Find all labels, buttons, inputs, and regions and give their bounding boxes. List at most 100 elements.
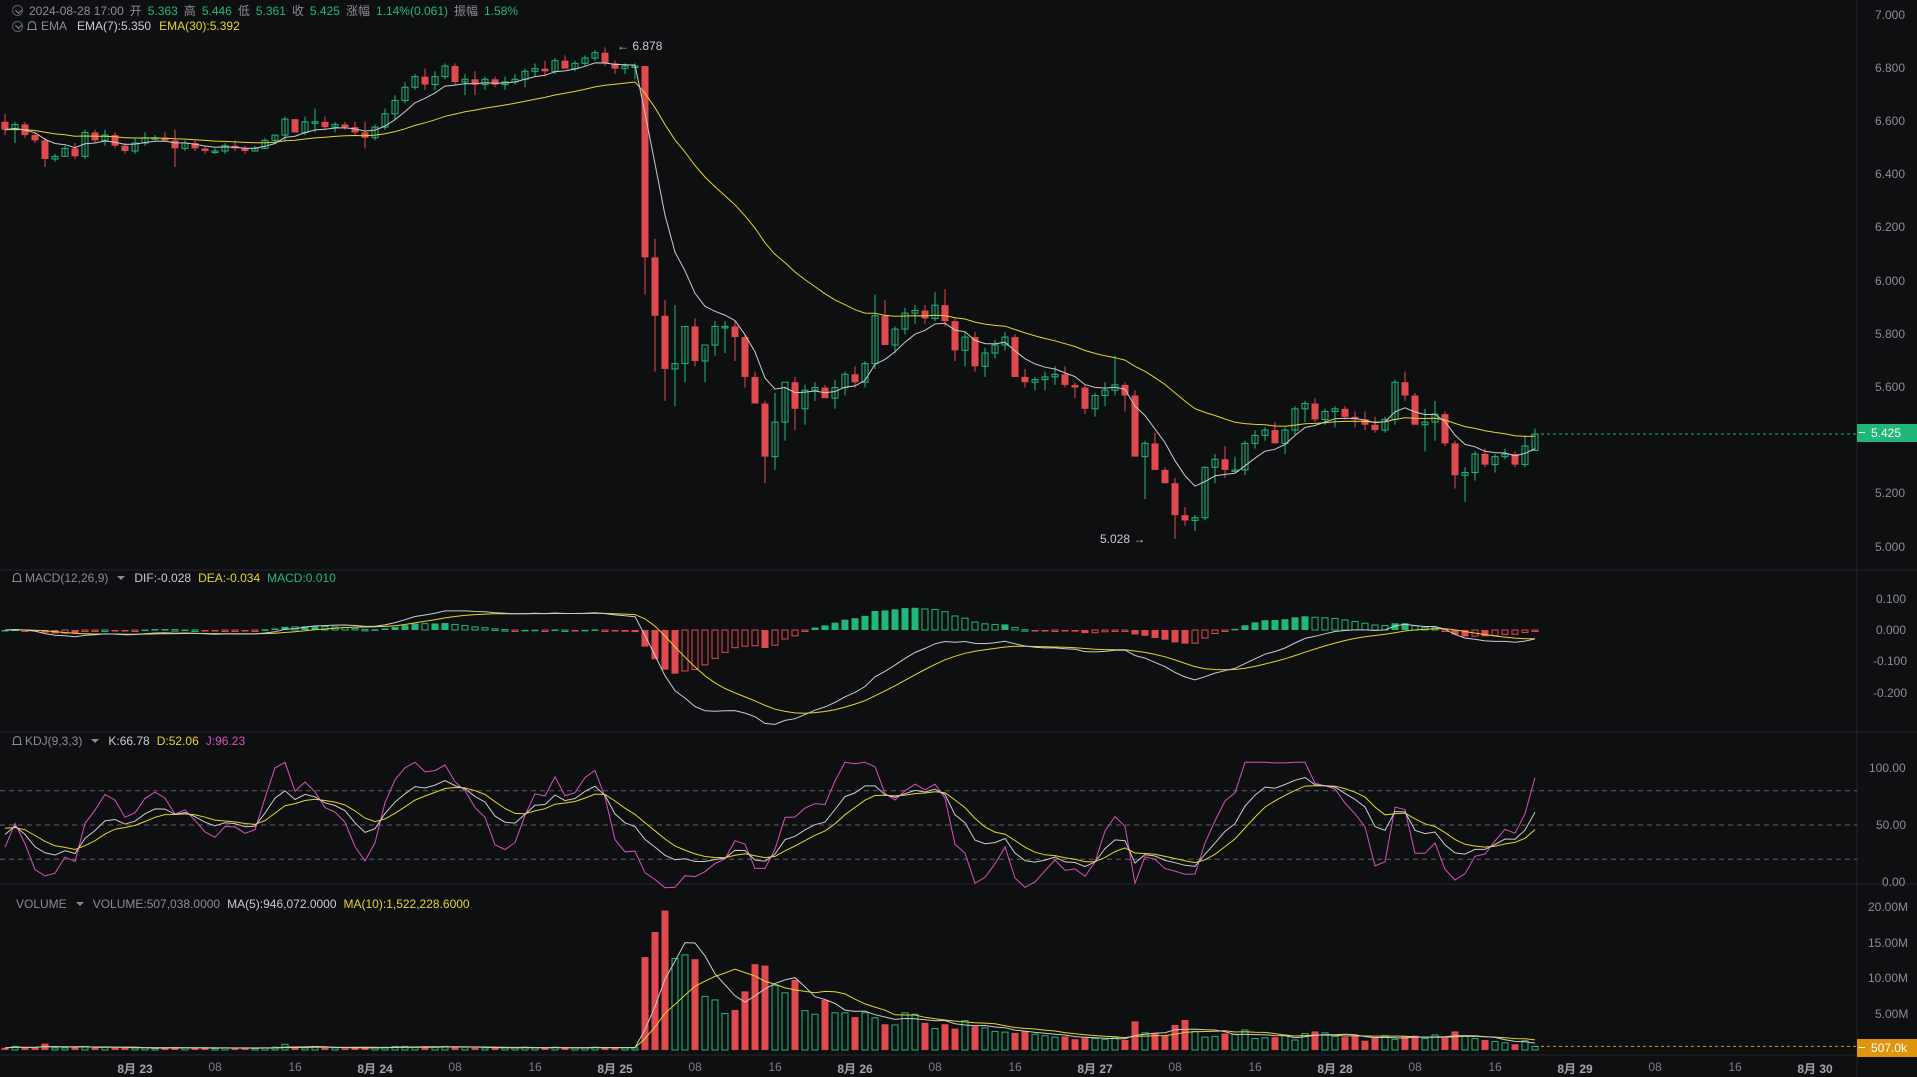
- time-label: 08: [688, 1060, 702, 1074]
- macd-bar: [651, 630, 659, 660]
- candle-body-up: [991, 344, 999, 354]
- macd-indicator-name[interactable]: MACD(12,26,9): [25, 571, 109, 585]
- volume-bar: [1411, 1035, 1419, 1050]
- macd-bar: [1251, 622, 1259, 630]
- volume-bar: [771, 985, 779, 1051]
- volume-bar: [971, 1026, 979, 1050]
- volume-bar: [611, 1047, 619, 1050]
- macd-bar: [1101, 629, 1109, 633]
- volume-bar: [91, 1047, 99, 1050]
- candle-body-up: [1251, 434, 1259, 444]
- macd-bar: [441, 623, 449, 630]
- candle-body-up: [771, 421, 779, 458]
- volume-ma10-line: [4, 968, 1536, 1049]
- candle-body-up: [1141, 442, 1149, 458]
- volume-bar: [881, 1024, 889, 1050]
- volume-bar: [1211, 1035, 1219, 1051]
- ema-indicator-name[interactable]: EMA: [41, 19, 68, 33]
- candle-body-down: [1171, 483, 1179, 516]
- volume-bar: [1291, 1039, 1299, 1051]
- volume-bar: [331, 1047, 339, 1051]
- bell-icon[interactable]: [12, 736, 22, 746]
- macd-bar: [1241, 625, 1249, 630]
- candle-body-up: [721, 325, 729, 329]
- macd-bar: [1321, 617, 1329, 631]
- macd-bar: [1061, 630, 1069, 632]
- volume-bar: [1501, 1042, 1509, 1051]
- kdj-indicator-name[interactable]: KDJ(9,3,3): [25, 734, 83, 748]
- bell-icon[interactable]: [12, 573, 22, 583]
- macd-bar: [1201, 629, 1209, 639]
- macd-bar: [671, 630, 679, 674]
- macd-bar: [1401, 623, 1409, 630]
- candle-body-down: [921, 310, 929, 319]
- chevron-down-icon[interactable]: [117, 576, 126, 580]
- macd-bar: [781, 629, 789, 640]
- candle-body-up: [1501, 453, 1509, 458]
- high-value: 5.446: [201, 3, 232, 18]
- collapse-toggle-icon[interactable]: [12, 5, 23, 16]
- chevron-down-icon[interactable]: [75, 902, 84, 906]
- macd-bar: [151, 629, 159, 631]
- volume-bar: [361, 1047, 369, 1050]
- macd-bar: [1341, 619, 1349, 631]
- time-label: 8月 25: [597, 1062, 633, 1076]
- volume-bar: [1101, 1038, 1109, 1051]
- chevron-down-icon[interactable]: [91, 739, 100, 743]
- candle-body-up: [891, 328, 899, 346]
- candle-body-up: [681, 325, 689, 365]
- kdj-legend: KDJ(9,3,3) K:66.78 D:52.06 J:96.23: [12, 734, 245, 748]
- volume-bar: [401, 1045, 409, 1051]
- volume-bar: [151, 1048, 159, 1051]
- volume-bar: [111, 1047, 119, 1050]
- candle-body-up: [1241, 442, 1249, 471]
- collapse-toggle-icon[interactable]: [12, 20, 23, 32]
- candle-body-up: [861, 363, 869, 383]
- macd-bar: [1181, 630, 1189, 644]
- macd-bar: [991, 623, 999, 631]
- ema30-line: [4, 81, 1536, 437]
- macd-bar: [751, 629, 759, 647]
- macd-bar: [811, 627, 819, 630]
- volume-bar: [921, 1022, 929, 1050]
- ema-legend: EMA EMA(7):5.350 EMA(30):5.392: [12, 19, 240, 33]
- volume-bar: [891, 1024, 899, 1051]
- volume-bar: [121, 1047, 129, 1050]
- macd-bar: [1001, 624, 1009, 630]
- volume-bar: [1531, 1045, 1539, 1051]
- volume-bar: [1361, 1040, 1369, 1050]
- volume-tick: 15.00M: [1868, 936, 1909, 950]
- candle-body-up: [1261, 429, 1269, 436]
- volume-bar: [1191, 1030, 1199, 1051]
- volume-indicator-name[interactable]: VOLUME: [16, 897, 67, 911]
- macd-bar: [1081, 630, 1089, 634]
- volume-bar: [1171, 1024, 1179, 1050]
- bell-icon[interactable]: [27, 21, 37, 31]
- candle-body-down: [201, 148, 209, 152]
- macd-bar: [501, 629, 509, 632]
- volume-bar: [321, 1047, 329, 1050]
- candle-body-down: [1081, 387, 1089, 409]
- macd-bar: [791, 629, 799, 637]
- candle-body-down: [1451, 443, 1459, 476]
- macd-bar: [611, 630, 619, 632]
- candle-body-down: [1071, 384, 1079, 388]
- candle-body-up: [431, 76, 439, 86]
- d-value: D:52.06: [156, 734, 199, 748]
- volume-bar: [1261, 1037, 1269, 1051]
- volume-tick: 5.00M: [1875, 1007, 1909, 1021]
- volume-bar: [61, 1047, 69, 1051]
- volume-bar: [1241, 1029, 1249, 1051]
- price-tick: 5.800: [1875, 327, 1906, 341]
- macd-bar: [961, 617, 969, 631]
- macd-bar: [121, 630, 129, 632]
- macd-bar: [891, 609, 899, 630]
- candle-body-down: [741, 337, 749, 377]
- macd-bar: [281, 626, 289, 630]
- macd-bar: [201, 630, 209, 632]
- volume-value: VOLUME:507,038.0000: [92, 897, 221, 911]
- candle-body-up: [81, 131, 89, 157]
- candle-body-down: [1511, 453, 1519, 465]
- macd-bar: [1131, 630, 1139, 635]
